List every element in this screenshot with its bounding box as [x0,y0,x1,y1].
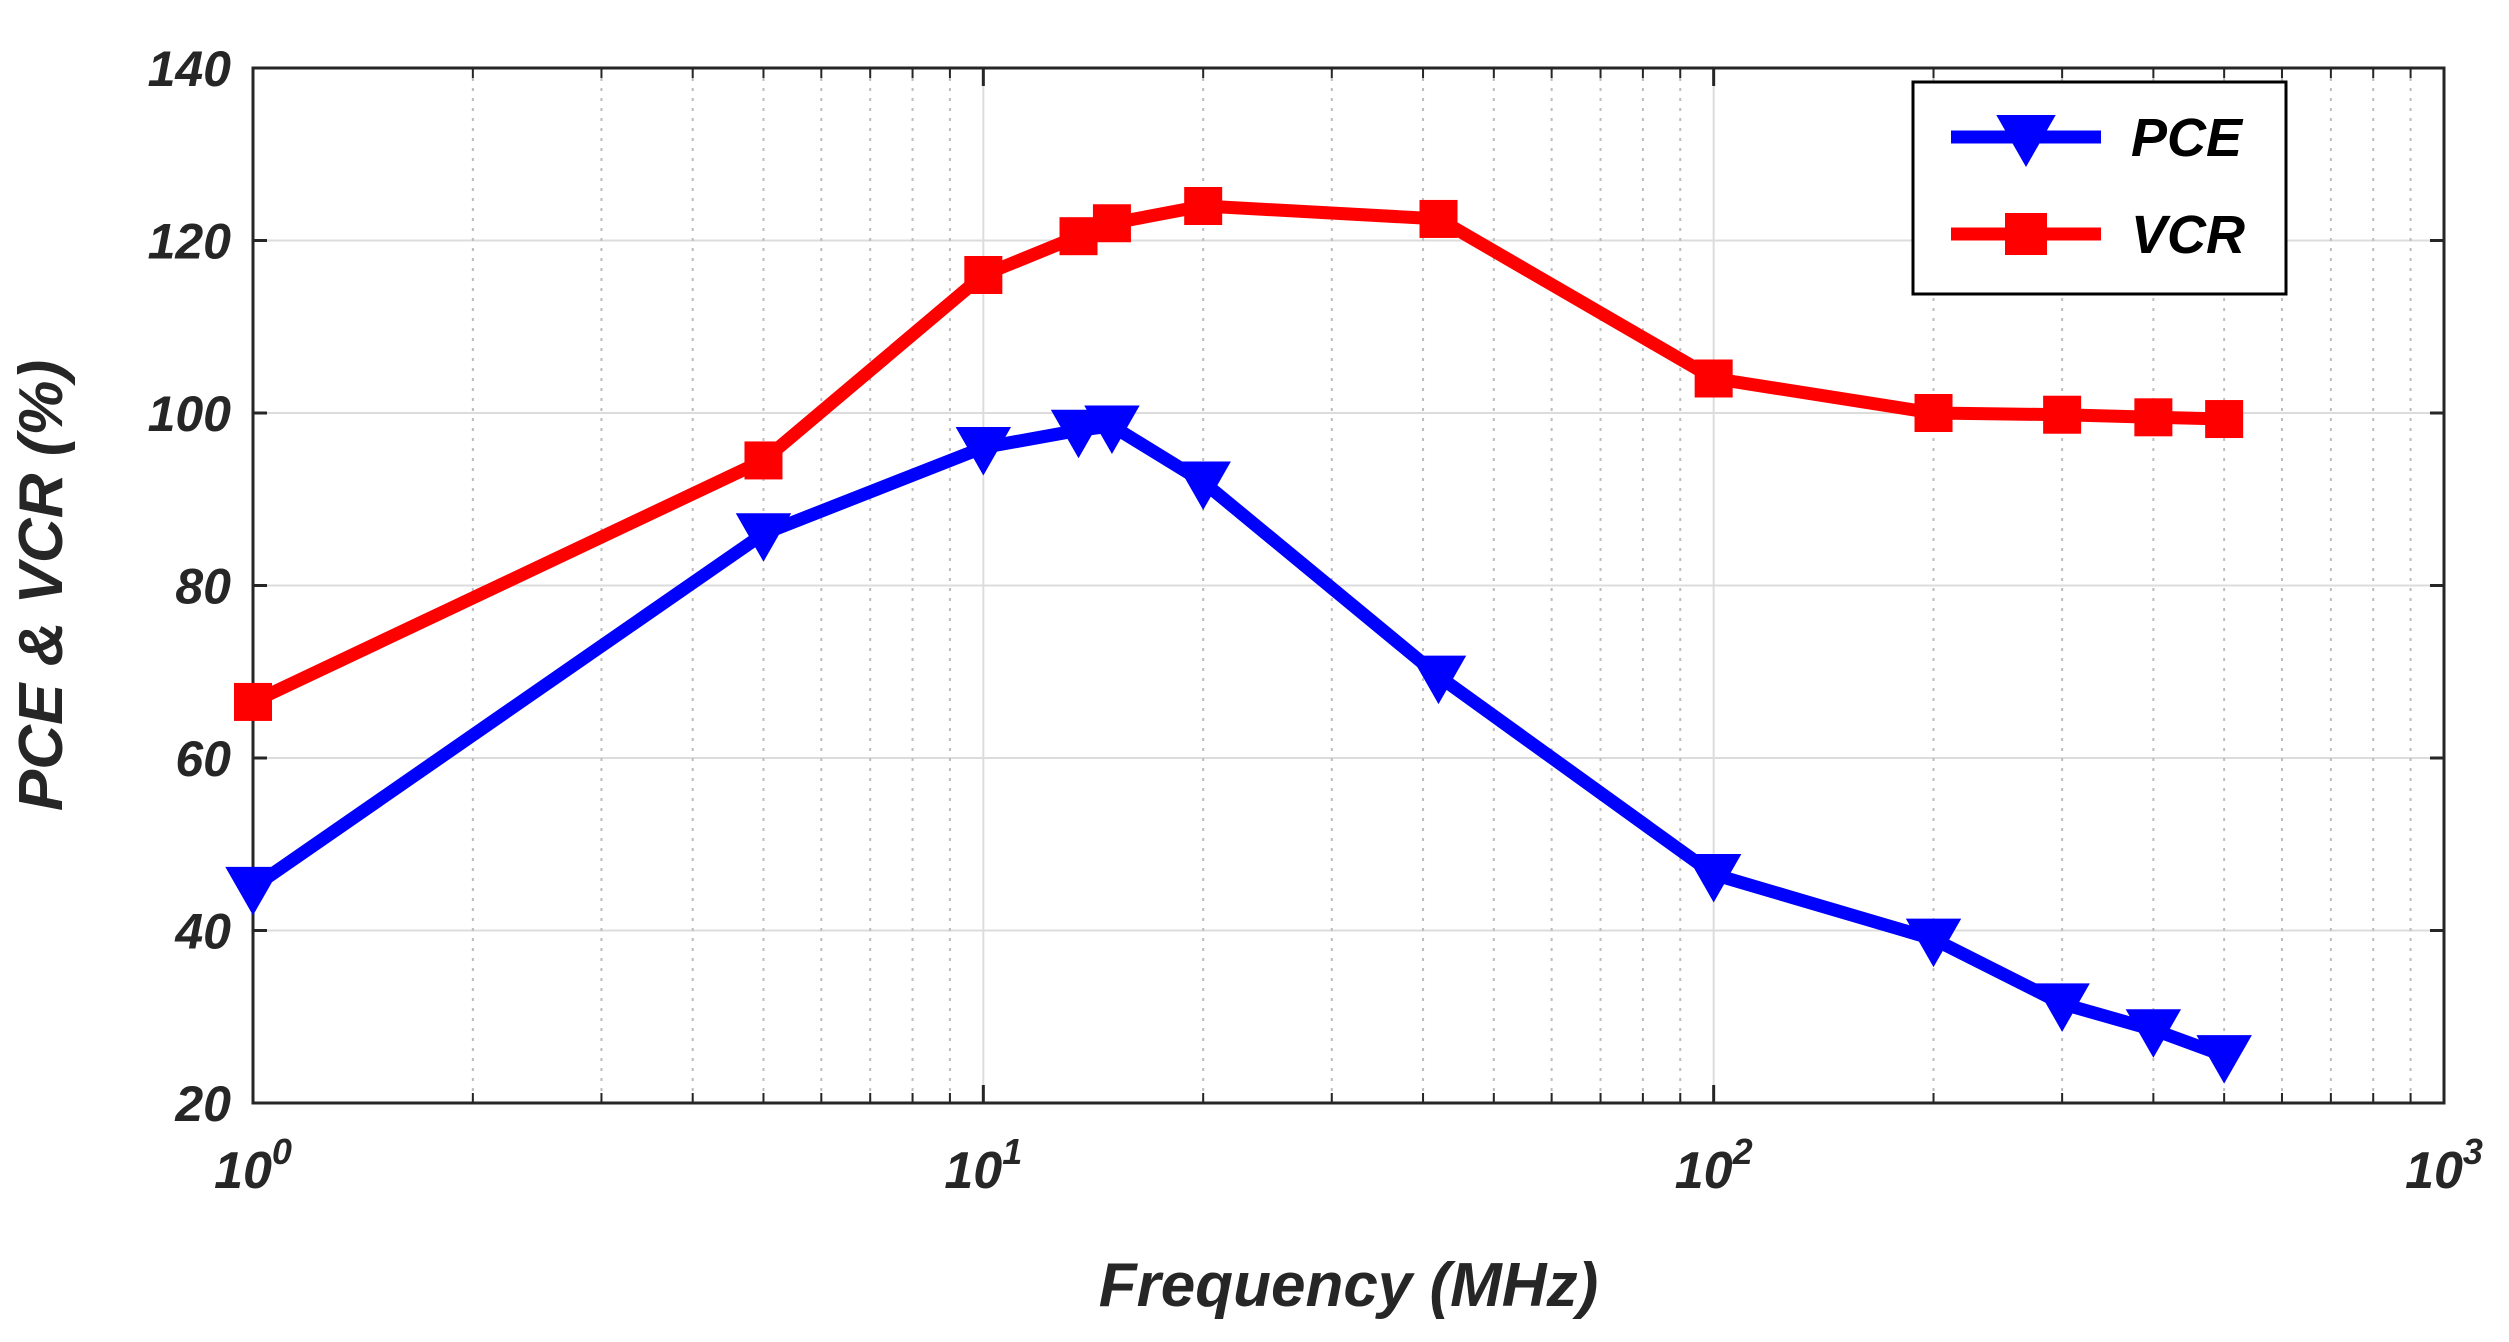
pce-point [955,427,1012,476]
vcr-point [1914,394,1953,432]
vcr-point [1419,199,1458,238]
legend-marker-pce [1996,115,2056,168]
pce-point [1175,461,1231,511]
legend-label-pce: PCE [2131,108,2244,168]
pce-point [225,866,281,916]
pce-point [2034,983,2090,1032]
vcr-point [744,441,783,480]
pce-point [735,513,792,562]
y-tick-label: 140 [148,41,232,97]
pce-point [1685,853,1742,903]
pce-point [1084,405,1140,454]
series-vcr [234,187,2244,721]
grid-lines [253,68,2444,1103]
pce-line [249,419,2227,1062]
vcr-point [1694,359,1733,398]
x-tick-label: 100 [214,1131,292,1200]
vcr-point [1092,204,1131,243]
series-group [225,187,2252,1084]
legend-marker-vcr [2005,213,2047,255]
pce-point [1050,409,1107,459]
vcr-point [2043,395,2082,434]
pce-point [1410,655,1467,705]
legend: PCE VCR [1911,80,2288,296]
legend-label-vcr: VCR [2131,205,2245,265]
x-tick-label: 102 [1675,1131,1753,1200]
vcr-point [1184,187,1223,225]
legend-box [1911,80,2288,296]
vcr-point [2134,398,2173,437]
pce-point [2196,1035,2252,1084]
y-tick-label: 120 [148,214,232,270]
y-axis-title: PCE & VCR (%) [7,360,76,811]
y-tick-label: 60 [175,731,231,787]
y-tick-label: 40 [174,904,231,960]
y-tick-label: 80 [175,559,231,615]
axis-ticks [251,66,2444,1105]
x-axis-title: Frequency (MHz) [1099,1251,1598,1320]
vcr-point [1059,217,1098,256]
tick-labels: 20 40 60 80 100 120 140 100 101 102 103 [148,41,2483,1200]
y-tick-label: 20 [174,1076,231,1132]
legend-item-vcr: VCR [1951,205,2245,265]
vcr-point [2205,400,2244,439]
series-pce [225,405,2252,1084]
x-tick-label: 101 [944,1131,1022,1200]
pce-point [2125,1009,2182,1058]
vcr-point [234,682,272,721]
vcr-point [964,256,1003,294]
x-tick-label: 103 [2405,1131,2483,1200]
pce-point [1905,918,1962,968]
legend-item-pce: PCE [1951,108,2244,168]
y-tick-label: 100 [148,386,232,442]
